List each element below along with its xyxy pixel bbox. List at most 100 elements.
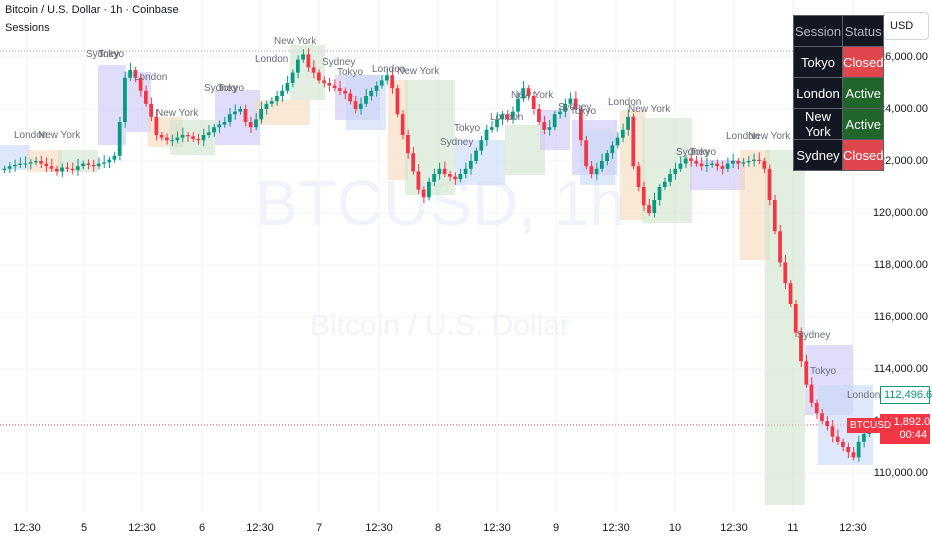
candle-body: [778, 231, 782, 263]
candle-body: [233, 111, 237, 115]
candle-body: [280, 90, 285, 96]
candle-body: [730, 161, 735, 164]
candle-body: [820, 413, 824, 421]
candle-body: [107, 159, 112, 163]
candle-body: [275, 96, 279, 102]
candle-body: [783, 262, 788, 284]
candle-body: [427, 181, 431, 198]
candle-body: [573, 98, 578, 109]
session-label: Sydney: [558, 102, 591, 113]
candle-body: [117, 122, 122, 156]
candle-body: [222, 122, 227, 125]
candle-body: [306, 54, 311, 68]
candle-body: [18, 163, 22, 165]
candle-body: [144, 90, 148, 104]
time-axis[interactable]: 12:30 5 12:30 6 12:30 7 12:30 8 12:30 9 12:30 10 12:…: [0, 512, 880, 550]
candle-body: [175, 137, 180, 141]
session-name-london: London: [793, 77, 843, 109]
candle-body: [301, 54, 305, 60]
candle-body: [7, 166, 12, 169]
candle-body: [243, 109, 248, 122]
time-tick-label: 12:30: [720, 522, 748, 534]
candle-body: [652, 200, 657, 213]
currency-button[interactable]: USD: [883, 12, 929, 40]
candle-body: [81, 163, 85, 167]
time-tick-label: 9: [552, 522, 560, 534]
candle-body: [269, 101, 274, 104]
chart-area[interactable]: BTCUSD, 1h Bitcoin / U.S. Dollar London New…: [0, 0, 880, 512]
candle-body: [447, 174, 452, 177]
candle-body: [657, 187, 662, 200]
price-tick-label: 124,000.00: [872, 103, 928, 115]
candle-body: [196, 138, 201, 141]
price-tick-label: 120,000.00: [872, 207, 928, 219]
candle-body: [86, 163, 91, 165]
candle-body: [516, 98, 520, 112]
time-tick-label: 11: [787, 522, 799, 534]
candle-body: [841, 441, 845, 447]
session-status-sydney: Closed: [841, 139, 885, 171]
candle-body: [715, 163, 720, 167]
candle-body: [337, 88, 342, 91]
candle-body: [479, 140, 484, 151]
candle-body: [311, 67, 316, 73]
candle-body: [322, 80, 326, 83]
candle-body: [327, 83, 332, 86]
candle-body: [442, 168, 447, 174]
candle-body: [615, 137, 620, 146]
candle-body: [416, 171, 421, 190]
session-label: New York: [628, 104, 671, 115]
candle-body: [217, 124, 222, 128]
candle-body: [814, 402, 819, 414]
indicator-label[interactable]: Sessions: [5, 22, 50, 34]
candle-body: [23, 163, 28, 165]
candle-body: [212, 127, 216, 133]
candle-body: [552, 114, 557, 128]
candle-body: [673, 168, 678, 174]
session-label: Sydney: [676, 147, 709, 158]
candle-body: [390, 75, 395, 89]
candle-body: [856, 441, 861, 458]
candle-body: [164, 137, 169, 141]
session-label: Sydney: [797, 330, 830, 341]
candle-body: [704, 164, 709, 167]
candle-body: [741, 162, 746, 164]
candle-body: [395, 88, 400, 115]
candle-body: [683, 158, 688, 164]
session-box: [98, 65, 126, 145]
session-label: Sydney: [86, 49, 119, 60]
session-label: London: [847, 390, 880, 401]
session-status-tokyo: Closed: [841, 46, 885, 78]
candle-body: [185, 135, 190, 137]
candle-body: [736, 161, 740, 164]
candle-body: [689, 158, 693, 161]
candle-body: [610, 145, 615, 154]
candle-body: [788, 283, 793, 304]
candle-body: [563, 103, 568, 112]
time-tick-label: 10: [668, 522, 682, 534]
session-box: [765, 150, 805, 505]
session-box: [290, 45, 325, 100]
candle-body: [846, 447, 851, 453]
candle-body: [453, 176, 457, 180]
candle-body: [149, 103, 153, 117]
candle-body: [2, 168, 7, 171]
time-tick-label: 12:30: [839, 522, 867, 534]
candle-body: [804, 361, 809, 385]
candle-body: [123, 77, 127, 122]
time-tick-label: 12:30: [602, 522, 630, 534]
symbol-price-label: BTCUSD: [847, 418, 895, 433]
candle-body: [133, 70, 138, 78]
current-price-value: 111,892.00: [883, 416, 932, 428]
candle-body: [385, 75, 389, 81]
candle-body: [358, 103, 363, 109]
candle-body: [238, 109, 243, 112]
time-tick-label: 12:30: [128, 522, 156, 534]
candle-body: [751, 159, 756, 161]
candle-body: [254, 119, 258, 128]
session-label: Sydney: [204, 83, 237, 94]
candle-body: [668, 174, 672, 182]
session-label: London: [490, 112, 523, 123]
price-tick-label: 110,000.00: [873, 467, 928, 479]
